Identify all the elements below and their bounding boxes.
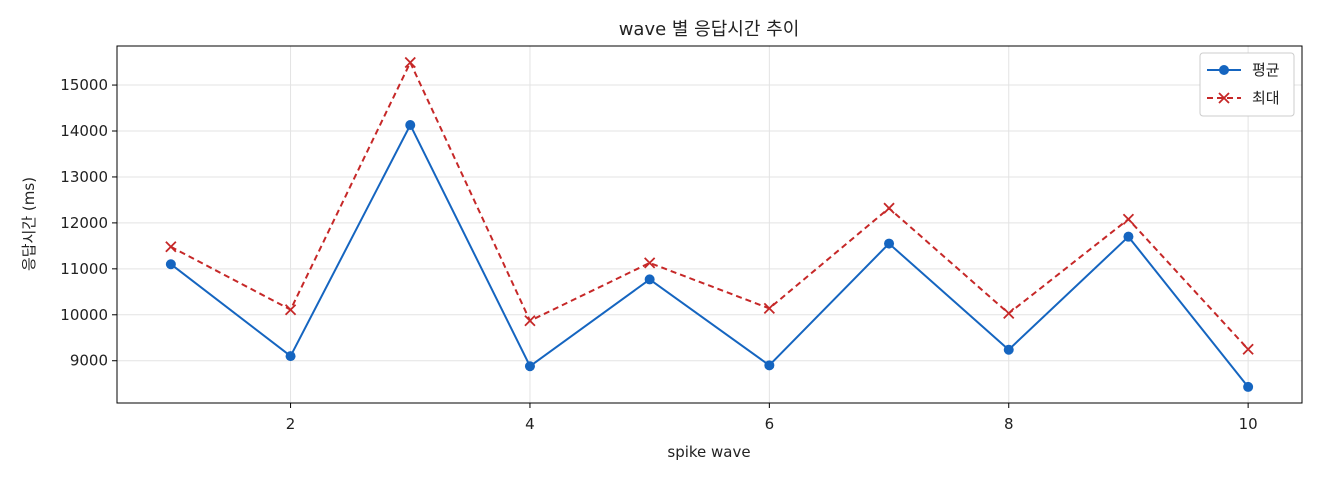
data-point [1122,213,1135,225]
data-point [1243,381,1254,392]
data-point [764,360,775,371]
data-point [404,56,416,69]
x-tick-label: 10 [1239,415,1258,433]
data-point [644,274,655,285]
data-point [1003,344,1014,355]
legend-box [1199,52,1295,117]
data-point [883,202,895,214]
plot-area [116,45,1303,404]
y-tick-label: 14000 [60,122,108,140]
data-point [884,238,895,249]
y-tick-label: 11000 [60,260,108,278]
axis-ticks: 2 4 6 8 10 9000 10000 11000 12000 13000 14000 15000 [60,76,1257,433]
data-point [165,241,177,253]
y-tick-label: 15000 [60,76,108,94]
legend-marker [1218,92,1230,104]
legend-item: 최대 [1207,89,1280,107]
x-tick-label: 8 [1004,415,1014,433]
x-axis-label: spike wave [667,443,750,461]
data-point [405,120,416,131]
data-point [1123,231,1134,242]
y-axis-label: 응답시간 (ms) [20,177,38,271]
data-point [285,351,296,362]
data-point [1003,307,1015,320]
data-point [1242,343,1254,355]
series-layer [165,56,1254,392]
y-tick-label: 13000 [60,168,108,186]
grid [117,46,1302,403]
series-line [170,61,1249,350]
data-point [524,315,536,327]
data-point [524,361,535,372]
series-1 [165,56,1254,355]
y-tick-label: 10000 [60,306,108,324]
legend-label: 평균 [1252,61,1280,79]
chart-title: wave 별 응답시간 추이 [619,19,800,40]
legend-item: 평균 [1207,61,1280,79]
x-tick-label: 6 [765,415,775,433]
series-line [170,124,1249,388]
series-0 [165,120,1254,392]
data-point [763,302,775,314]
x-tick-label: 2 [286,415,296,433]
legend-label: 최대 [1252,89,1280,107]
y-tick-label: 9000 [70,352,108,370]
data-point [165,259,176,270]
legend-marker [1219,65,1229,75]
y-tick-label: 12000 [60,214,108,232]
x-tick-label: 4 [525,415,535,433]
data-point [284,304,297,316]
data-point [644,257,656,269]
